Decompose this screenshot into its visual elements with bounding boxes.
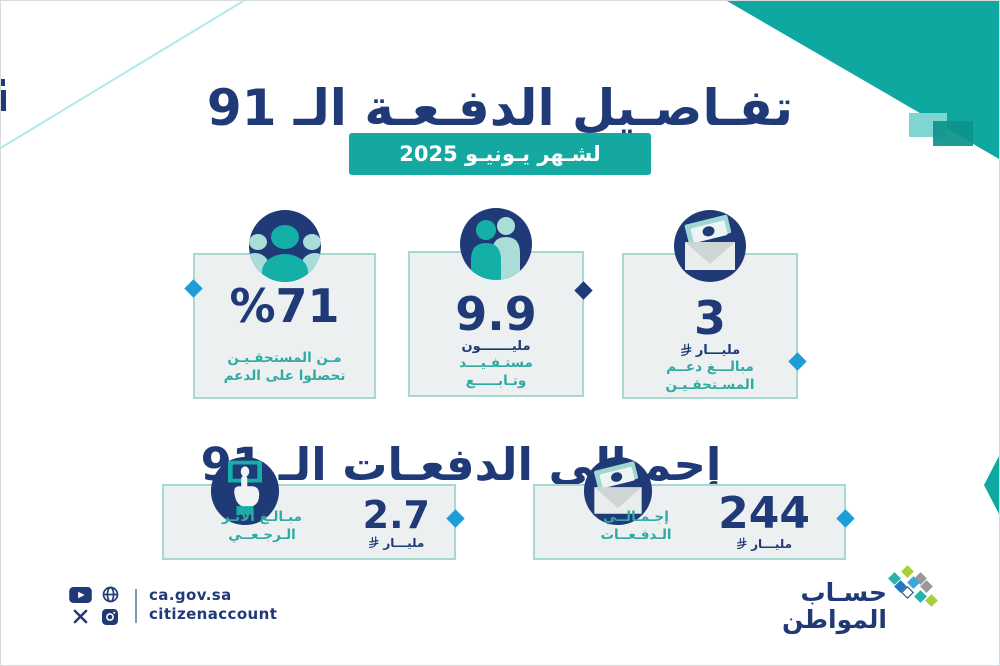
month-badge: لشـهر يـونيـو 2025 <box>349 133 651 175</box>
stat-label: مبالـــغ دعــم المسـتحقـيـن <box>666 358 755 394</box>
people-group-icon <box>248 209 322 283</box>
edge-triangle-decoration <box>984 456 999 514</box>
stat-value: 244 <box>718 488 810 539</box>
unit-text: مليـــار <box>383 535 425 550</box>
youtube-icon[interactable] <box>68 586 92 607</box>
stat-label-line1: إجـمـالــي <box>603 509 669 525</box>
envelope-money-icon <box>673 209 747 283</box>
stat-card-retroactive: 2.7 مليـــار مبـالـغ الأثـر الـرجـعــي <box>162 456 465 560</box>
edge-mark-decoration <box>1 90 6 111</box>
stat-value: 2.7 <box>362 493 430 537</box>
stat-label: مـن المستحقـيـن تحصلوا على الدعم <box>224 349 346 385</box>
stat-label-line2: تحصلوا على الدعم <box>223 368 346 384</box>
globe-icon[interactable] <box>102 586 119 607</box>
stat-label-line2: الـرجـعــي <box>228 527 296 543</box>
social-handle[interactable]: citizenaccount <box>149 605 278 623</box>
square-decoration-dark <box>933 121 973 146</box>
instagram-icon[interactable] <box>102 608 118 629</box>
logo-line1: حسـاب <box>800 578 887 607</box>
stat-label-line2: وتـابـــــع <box>465 372 527 389</box>
x-twitter-icon[interactable] <box>73 609 88 628</box>
website-link[interactable]: ca.gov.sa <box>149 586 232 604</box>
logo-line2: المواطن <box>781 605 887 634</box>
stat-label-line2: الـدفـعــات <box>600 527 672 543</box>
stat-unit: مليـــار <box>718 537 810 551</box>
stat-label-line2: المسـتحقـيـن <box>665 376 755 393</box>
riyal-symbol-icon <box>680 343 692 357</box>
stat-card-support-amount: 3 مليـــار مبالـــغ دعــم المسـتحقـيـن <box>622 210 807 399</box>
stat-value: %71 <box>229 279 340 333</box>
stat-label: مستـفـيـــد وتـابـــــع <box>459 354 533 390</box>
stat-number-block: 2.7 مليـــار <box>363 496 430 550</box>
stat-label-line1: مـن المستحقـيـن <box>227 350 342 366</box>
citizen-account-logo-icon <box>887 565 943 611</box>
stat-card-total-payments: 244 مليـــار إجـمـالــي الـدفـعــات <box>533 456 855 560</box>
riyal-symbol-icon <box>737 537 747 550</box>
edge-mark-decoration <box>1 79 5 86</box>
stat-value: 3 <box>693 291 726 345</box>
stat-label: مبـالـغ الأثـر الـرجـعــي <box>204 508 320 544</box>
stat-label: إجـمـالــي الـدفـعــات <box>571 508 701 544</box>
stat-unit: مليـــــــون <box>461 338 531 354</box>
unit-text: مليـــار <box>695 342 741 358</box>
envelope-money-icon <box>583 456 653 526</box>
social-icons <box>67 586 123 629</box>
unit-text: مليـــار <box>751 536 793 551</box>
hand-money-icon <box>210 456 280 526</box>
stat-label-line1: مستـفـيـــد <box>459 354 533 371</box>
footer-divider <box>135 589 137 623</box>
citizen-account-logo-text: حسـاب المواطن <box>779 579 887 633</box>
stat-value: 9.9 <box>455 287 537 341</box>
stat-label-line1: مبـالـغ الأثـر <box>222 509 302 525</box>
footer-links: ca.gov.sa citizenaccount <box>149 586 277 624</box>
diamond-accent <box>446 509 465 528</box>
page-title: تفـاصـيل الدفـعـة الـ 91 <box>206 78 794 137</box>
diamond-accent <box>184 279 203 298</box>
diamond-accent <box>574 281 593 300</box>
stat-unit: مليـــار <box>363 536 430 550</box>
riyal-symbol-icon <box>369 536 379 549</box>
stat-card-beneficiaries: 9.9 مليـــــــون مستـفـيـــد وتـابـــــع <box>408 208 593 397</box>
stat-number-block: 244 مليـــار <box>718 488 810 551</box>
two-people-icon <box>459 207 533 281</box>
stat-unit: مليـــار <box>680 343 740 358</box>
stat-card-eligible: %71 مـن المستحقـيـن تحصلوا على الدعم <box>184 210 376 399</box>
stat-label-line1: مبالـــغ دعــم <box>666 358 754 375</box>
diamond-accent <box>836 509 855 528</box>
diamond-accent <box>788 352 807 371</box>
